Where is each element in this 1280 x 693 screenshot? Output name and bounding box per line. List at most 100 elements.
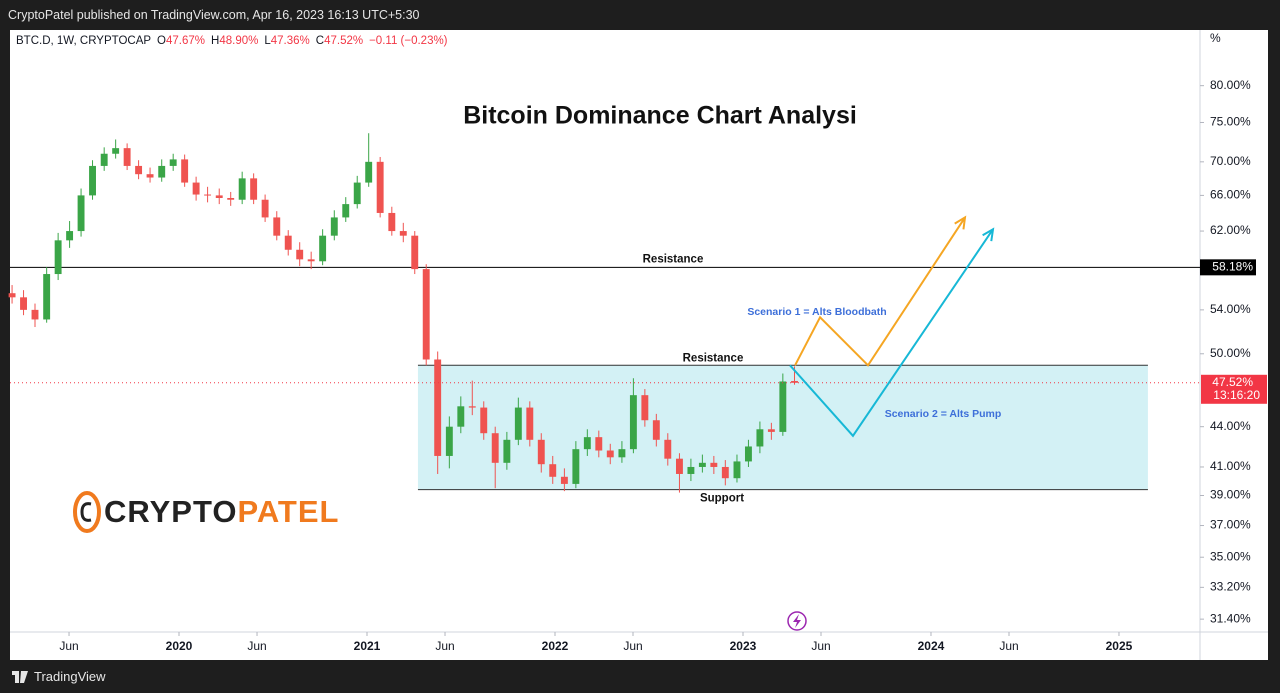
candle-body	[549, 464, 557, 477]
ohlc-value: 47.52%	[324, 35, 364, 47]
x-tick-label: Jun	[435, 639, 454, 653]
candle-body	[756, 429, 764, 447]
candle-body	[342, 204, 350, 218]
candle	[284, 230, 292, 256]
candle-body	[468, 406, 476, 408]
candle	[43, 267, 51, 323]
candle	[721, 460, 729, 486]
candle-body	[641, 395, 649, 421]
tv-mark	[12, 670, 28, 683]
candle	[123, 143, 131, 171]
candle-body	[652, 420, 660, 440]
candle	[445, 416, 453, 469]
candle	[411, 231, 419, 275]
candle	[250, 173, 258, 205]
candle-body	[629, 395, 637, 450]
candle-body	[215, 195, 223, 198]
candle	[468, 380, 476, 416]
candle	[629, 378, 637, 454]
candle	[307, 251, 315, 270]
y-tick-label: 39.00%	[1210, 488, 1251, 502]
x-tick-label: 2024	[918, 639, 945, 653]
candle	[319, 229, 327, 266]
scenario-path	[794, 216, 966, 367]
x-tick-label: Jun	[247, 639, 266, 653]
candle	[54, 232, 62, 281]
chart-title: Bitcoin Dominance Chart Analysi	[463, 102, 857, 130]
candle	[20, 290, 27, 316]
candle	[641, 389, 649, 427]
candle	[664, 433, 672, 466]
lightning-icon	[787, 611, 807, 631]
ohlc-letter: L	[264, 35, 271, 47]
candle-body	[537, 439, 545, 465]
candle-body	[158, 165, 166, 178]
zone-top-label: Resistance	[683, 352, 744, 364]
candle-body	[445, 426, 453, 456]
candle-body	[457, 406, 465, 427]
candle	[135, 160, 143, 180]
symbol-header: BTC.D, 1W, CRYPTOCAP O47.67% H48.90% L47.36…	[16, 35, 448, 47]
candle	[480, 401, 488, 440]
candle-body	[503, 439, 511, 463]
x-tick-label: 2021	[354, 639, 381, 653]
candle-body	[261, 199, 269, 218]
change: −0.11 (−0.23%)	[369, 35, 448, 47]
candle	[606, 443, 614, 465]
x-tick-label: 2020	[166, 639, 193, 653]
x-tick-label: 2022	[542, 639, 569, 653]
candle	[261, 194, 269, 222]
candle-body	[767, 429, 775, 432]
candle	[112, 139, 120, 159]
y-tick-label: 35.00%	[1210, 549, 1251, 563]
candle	[537, 433, 545, 473]
candle-body	[618, 449, 626, 458]
candle-body	[181, 159, 189, 183]
candle-body	[238, 178, 246, 200]
candle	[572, 441, 580, 489]
candle-body	[664, 439, 672, 459]
candle-body	[399, 231, 407, 236]
y-tick-label: 54.00%	[1210, 302, 1251, 316]
candle	[158, 159, 166, 182]
candle-body	[480, 407, 488, 434]
candle	[8, 285, 16, 304]
scenario-label: Scenario 1 = Alts Bloodbath	[747, 306, 886, 318]
candle-body	[779, 381, 787, 432]
candle-body	[89, 165, 96, 196]
candle-body	[43, 274, 51, 320]
candle	[100, 147, 108, 171]
ohlc-value: 47.67%	[166, 35, 206, 47]
candle	[687, 458, 695, 482]
candle-body	[169, 159, 177, 166]
candle	[238, 171, 246, 205]
level-price-label: 58.18%	[1212, 260, 1253, 274]
logo-text-2: PATEL	[237, 494, 340, 529]
y-tick-label: 37.00%	[1210, 518, 1251, 532]
candle-body	[595, 437, 603, 451]
candle	[330, 210, 338, 241]
y-tick-label: 50.00%	[1210, 346, 1251, 360]
candle-body	[572, 449, 580, 484]
x-tick-label: 2025	[1106, 639, 1133, 653]
candle-body	[491, 433, 499, 463]
candle	[181, 154, 189, 187]
candle-body	[273, 217, 281, 236]
candle	[710, 455, 718, 474]
candle-body	[733, 461, 741, 479]
candle	[434, 351, 442, 474]
candle	[422, 264, 430, 366]
candle	[66, 221, 74, 248]
candle	[503, 431, 511, 470]
candle	[549, 455, 557, 484]
candle-body	[710, 462, 718, 467]
candle-body	[583, 437, 591, 450]
countdown-label: 13:16:20	[1213, 388, 1260, 402]
candle-body	[376, 161, 384, 213]
footer: TradingView	[0, 660, 1280, 693]
candle-body	[365, 161, 373, 183]
candle	[365, 133, 373, 187]
candle	[560, 468, 568, 492]
y-tick-label: 41.00%	[1210, 459, 1251, 473]
candle-body	[100, 153, 108, 166]
